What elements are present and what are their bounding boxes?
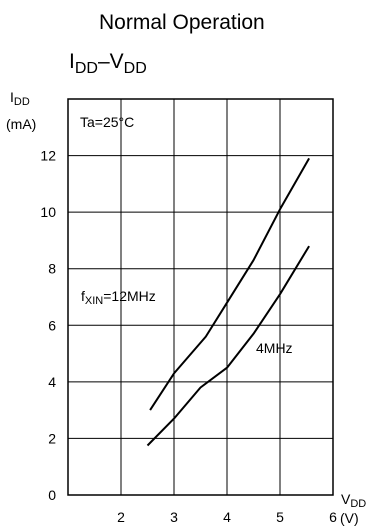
y-tick-label: 0: [48, 487, 56, 503]
label-12mhz-sub: XIN: [85, 295, 103, 307]
series-label-12mhz: fXIN=12MHz: [81, 288, 156, 307]
y-tick-label: 12: [40, 148, 56, 164]
tick-labels: 2 3 4 5 6 0 2 4 6 8 10 12: [40, 148, 337, 525]
grid: [68, 99, 333, 495]
x-label-sub: DD: [350, 498, 366, 510]
x-tick-label: 5: [276, 509, 284, 525]
y-axis-label: IDD: [10, 89, 30, 108]
y-tick-label: 2: [48, 430, 56, 446]
x-axis-label: VDD: [341, 491, 366, 510]
series-line-12mhz: [149, 157, 310, 411]
y-tick-label: 6: [48, 317, 56, 333]
subtitle-sep: –V: [98, 50, 124, 73]
x-tick-label: 6: [329, 509, 337, 525]
subtitle-i: I: [69, 50, 75, 73]
y-tick-label: 8: [48, 261, 56, 277]
subtitle-sub1: DD: [75, 60, 98, 77]
series-label-4mhz: 4MHz: [256, 340, 293, 356]
subtitle-sub2: DD: [124, 60, 147, 77]
chart-title: Normal Operation: [99, 11, 265, 34]
x-axis-unit: (V): [340, 510, 359, 526]
x-tick-label: 4: [223, 509, 231, 525]
y-tick-label: 10: [40, 204, 56, 220]
plot-frame: [67, 98, 334, 496]
series-line-4mhz: [146, 245, 310, 447]
x-tick-label: 2: [117, 509, 125, 525]
y-label-sub: DD: [14, 96, 30, 108]
condition-label: Ta=25°C: [80, 114, 134, 130]
y-axis-unit: (mA): [6, 116, 36, 132]
y-tick-label: 4: [48, 374, 56, 390]
x-label-main: V: [341, 491, 351, 507]
label-12mhz-pre: f: [81, 288, 85, 304]
series-lines: [146, 157, 310, 447]
label-12mhz-post: =12MHz: [103, 288, 156, 304]
chart-subtitle: IDD–VDD: [69, 50, 147, 77]
x-tick-label: 3: [170, 509, 178, 525]
y-label-main: I: [10, 89, 14, 105]
